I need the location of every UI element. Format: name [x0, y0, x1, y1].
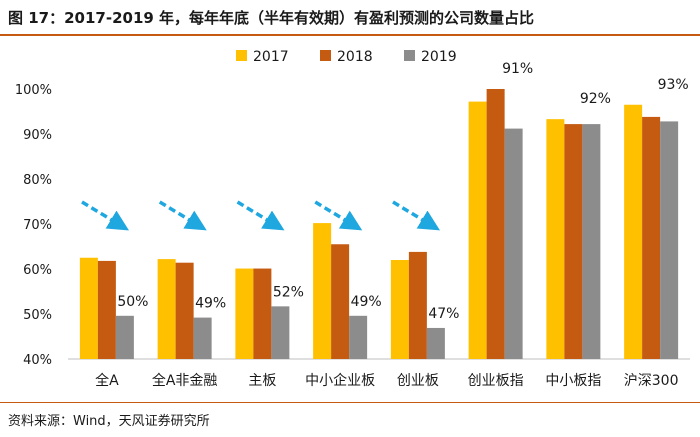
bar-2017: [546, 119, 565, 360]
data-label: 49%: [351, 294, 382, 310]
bar-2017: [624, 104, 643, 359]
bar-2019: [504, 128, 523, 359]
bar-2018: [175, 262, 194, 359]
bar-2017: [235, 268, 254, 359]
bar-2018: [331, 244, 350, 359]
downward-trend-arrow: [314, 200, 363, 231]
bar-2018: [486, 89, 505, 359]
data-label: 91%: [502, 61, 533, 77]
x-tick-label: 全A非金融: [152, 372, 218, 389]
page-title: 图 17：2017-2019 年，每年年底（半年有效期）有盈利预测的公司数量占比: [8, 9, 535, 27]
bar-2017: [313, 223, 332, 359]
y-tick-label: 50%: [23, 308, 52, 323]
y-tick-label: 90%: [23, 128, 52, 143]
bar-2018: [642, 116, 661, 360]
title-underline: [0, 34, 700, 36]
legend-label-2018: 2018: [337, 49, 373, 65]
legend-swatch-2018: [320, 50, 331, 61]
y-tick-label: 80%: [23, 173, 52, 188]
bar-2018: [97, 260, 116, 359]
x-tick-label: 沪深300: [624, 373, 679, 389]
bar-2019: [349, 315, 368, 359]
x-tick-label: 主板: [248, 373, 276, 389]
source-note: 资料来源：Wind，天风证券研究所: [8, 414, 210, 429]
bar-2017: [390, 260, 409, 359]
data-label: 50%: [117, 294, 148, 310]
y-tick-label: 60%: [23, 263, 52, 278]
bar-2019: [271, 306, 290, 359]
bar-2019: [115, 315, 134, 359]
legend-swatch-2017: [236, 50, 247, 61]
bar-2018: [564, 124, 583, 359]
x-tick-label: 全A: [95, 372, 119, 389]
downward-trend-arrow: [392, 200, 440, 231]
downward-trend-arrow: [81, 200, 129, 231]
x-tick-label: 中小企业板: [305, 372, 375, 389]
footer-rule: [0, 402, 700, 403]
downward-trend-arrow: [158, 200, 207, 231]
legend-label-2017: 2017: [253, 49, 289, 65]
bar-2019: [660, 121, 679, 360]
bar-2018: [408, 251, 427, 359]
bar-2017: [468, 101, 487, 359]
legend-swatch-2019: [404, 50, 415, 61]
bar-2017: [157, 259, 176, 359]
data-label: 52%: [273, 284, 304, 300]
legend-label-2019: 2019: [421, 49, 457, 65]
data-label: 47%: [428, 306, 459, 322]
y-tick-label: 40%: [23, 353, 52, 368]
data-label: 93%: [658, 77, 689, 93]
bar-2018: [253, 268, 272, 359]
data-label: 49%: [195, 296, 226, 312]
data-label: 92%: [580, 91, 611, 107]
bar-2019: [582, 124, 601, 359]
bar-2019: [426, 327, 445, 359]
x-tick-label: 中小板指: [545, 373, 601, 389]
y-tick-label: 70%: [23, 218, 52, 233]
x-tick-label: 创业板: [397, 373, 439, 389]
y-tick-label: 100%: [15, 83, 52, 98]
bar-2017: [79, 257, 98, 359]
x-tick-label: 创业板指: [468, 373, 524, 389]
downward-trend-arrow: [236, 200, 285, 231]
bar-2019: [193, 317, 212, 359]
